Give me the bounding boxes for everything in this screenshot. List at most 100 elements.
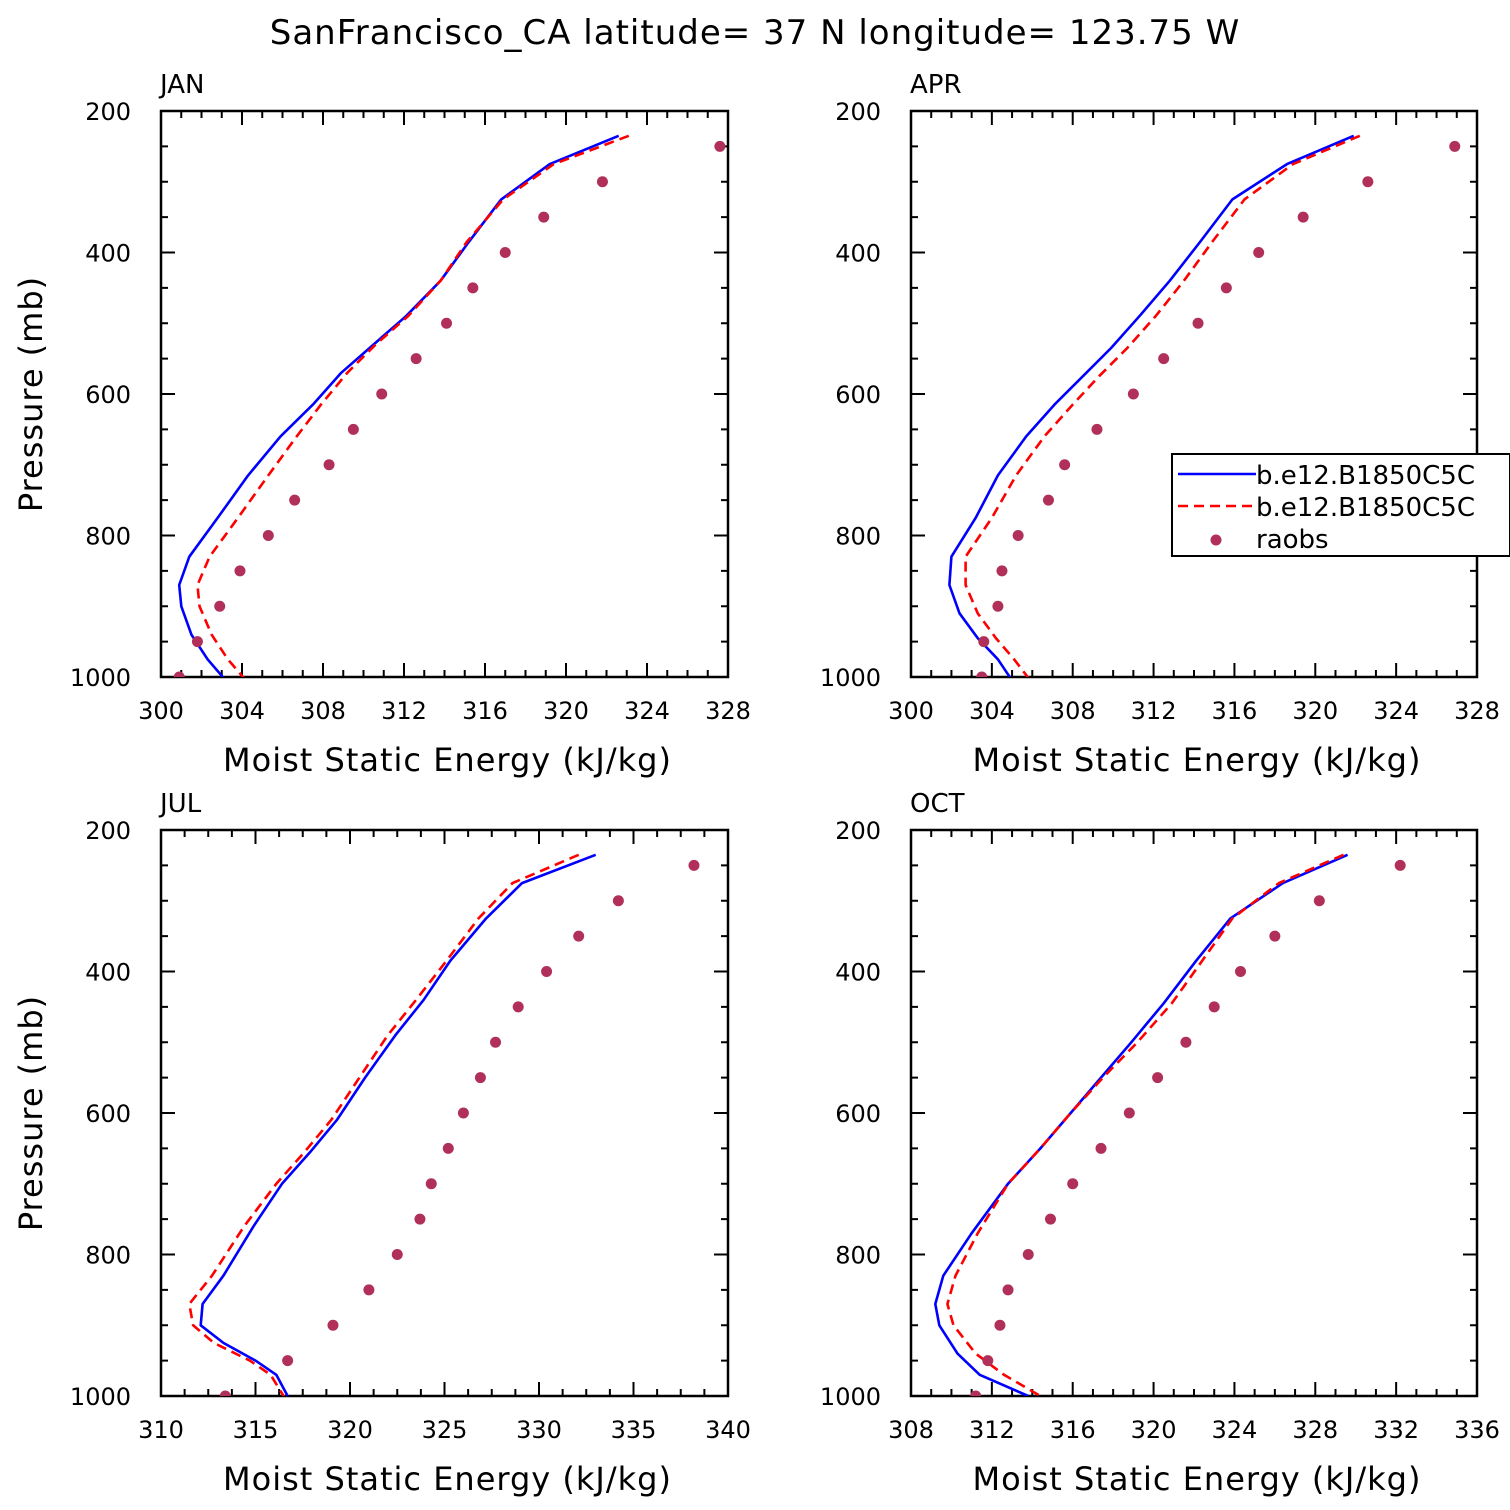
series-line-solid <box>177 134 620 677</box>
data-point <box>191 636 203 648</box>
y-tick-label: 600 <box>835 381 881 409</box>
series-line-solid <box>199 853 597 1396</box>
panel-label: JAN <box>158 70 204 100</box>
x-tick-label: 316 <box>1212 697 1258 725</box>
data-point <box>1158 353 1170 365</box>
x-tick-label: 304 <box>969 697 1015 725</box>
panels: 300 304 308 312 316 320 324 328 200 400 600 800 1000… <box>12 70 1500 1498</box>
data-point <box>996 565 1008 577</box>
data-point <box>347 423 359 435</box>
data-layer <box>948 134 1461 677</box>
data-point <box>262 530 274 541</box>
plot-frame <box>909 109 1479 679</box>
data-point <box>978 636 990 648</box>
x-tick-label: 300 <box>138 697 184 725</box>
data-point <box>596 176 608 188</box>
data-point <box>289 494 301 506</box>
data-point <box>1297 211 1309 223</box>
series-line-dashed <box>196 134 630 677</box>
y-tick-label: 400 <box>835 959 881 987</box>
series-raobs <box>976 140 1461 677</box>
data-point <box>1091 423 1103 435</box>
x-axis-label: Moist Static Energy (kJ/kg) <box>973 741 1422 779</box>
data-point <box>1044 1213 1056 1225</box>
y-tick-label: 400 <box>85 240 131 268</box>
data-layer <box>933 853 1406 1396</box>
x-tick-label: 320 <box>543 697 589 725</box>
panel-jan: 300 304 308 312 316 320 324 328 200 400 600 800 1000… <box>12 70 751 779</box>
data-point <box>1269 930 1281 942</box>
data-point <box>376 388 388 400</box>
x-tick-label: 324 <box>624 697 670 725</box>
data-point <box>410 353 422 365</box>
panel-apr: 300 304 308 312 316 320 324 328 200 400 600 800 1000… <box>820 70 1500 779</box>
data-point <box>1394 859 1406 871</box>
legend-entry-label: b.e12.B1850C5C <box>1256 461 1475 491</box>
data-point <box>1095 1142 1107 1154</box>
x-tick-label: 330 <box>516 1416 562 1444</box>
x-tick-label: 312 <box>1131 697 1177 725</box>
x-tick-label: 320 <box>1292 697 1338 725</box>
series-line-solid <box>933 853 1349 1396</box>
data-point <box>1192 317 1204 329</box>
data-layer <box>188 853 700 1396</box>
y-tick-label: 800 <box>85 1242 131 1270</box>
data-point <box>538 211 550 223</box>
series-line-solid <box>948 134 1355 677</box>
tick-marks <box>910 110 1478 678</box>
y-tick-label: 400 <box>85 959 131 987</box>
data-point <box>234 565 246 577</box>
x-tick-label: 312 <box>381 697 427 725</box>
panel-label: APR <box>910 70 962 100</box>
data-point <box>1022 1249 1034 1260</box>
y-tick-label: 600 <box>835 1100 881 1128</box>
y-tick-label: 800 <box>85 523 131 551</box>
x-tick-label: 328 <box>705 697 751 725</box>
data-point <box>363 1284 375 1296</box>
y-tick-label: 200 <box>85 817 131 845</box>
y-axis-label: Pressure (mb) <box>12 995 50 1231</box>
y-tick-label: 1000 <box>820 664 881 692</box>
plot-frame <box>909 828 1479 1398</box>
legend-entry-label: raobs <box>1256 525 1329 555</box>
data-point <box>1067 1178 1079 1190</box>
data-point <box>499 247 511 258</box>
series-line-dashed <box>964 134 1361 677</box>
x-tick-label: 336 <box>1454 1416 1500 1444</box>
x-tick-label: 316 <box>1050 1416 1096 1444</box>
data-point <box>1313 895 1325 907</box>
x-tick-label: 308 <box>888 1416 934 1444</box>
data-point <box>282 1355 294 1367</box>
data-point <box>1042 494 1054 506</box>
data-point <box>612 895 624 907</box>
data-point <box>490 1036 502 1048</box>
data-point <box>1449 140 1461 152</box>
series-raobs <box>970 859 1406 1396</box>
data-point <box>1059 459 1071 471</box>
plot-frame <box>159 109 730 679</box>
panel-label: JUL <box>158 789 202 819</box>
panel-jul: 310 315 320 325 330 335 340 200 400 600 800 1000 JUL… <box>12 789 751 1498</box>
y-tick-label: 200 <box>835 98 881 126</box>
data-point <box>425 1178 437 1190</box>
x-tick-label: 315 <box>233 1416 279 1444</box>
data-point <box>1234 966 1246 977</box>
legend-marker <box>1210 534 1222 546</box>
x-tick-label: 335 <box>611 1416 657 1444</box>
x-axis-label: Moist Static Energy (kJ/kg) <box>973 1460 1422 1498</box>
data-point <box>414 1213 426 1225</box>
data-point <box>1220 282 1232 294</box>
y-tick-label: 200 <box>85 98 131 126</box>
data-point <box>441 317 453 329</box>
series-raobs <box>173 140 726 677</box>
data-point <box>391 1249 403 1260</box>
data-point <box>541 966 553 977</box>
data-point <box>1253 247 1265 258</box>
x-tick-label: 320 <box>327 1416 373 1444</box>
data-point <box>442 1142 454 1154</box>
legend-entry-label: b.e12.B1850C5C <box>1256 493 1475 523</box>
figure-title: SanFrancisco_CA latitude= 37 N longitude… <box>270 13 1241 53</box>
x-tick-label: 324 <box>1212 1416 1258 1444</box>
